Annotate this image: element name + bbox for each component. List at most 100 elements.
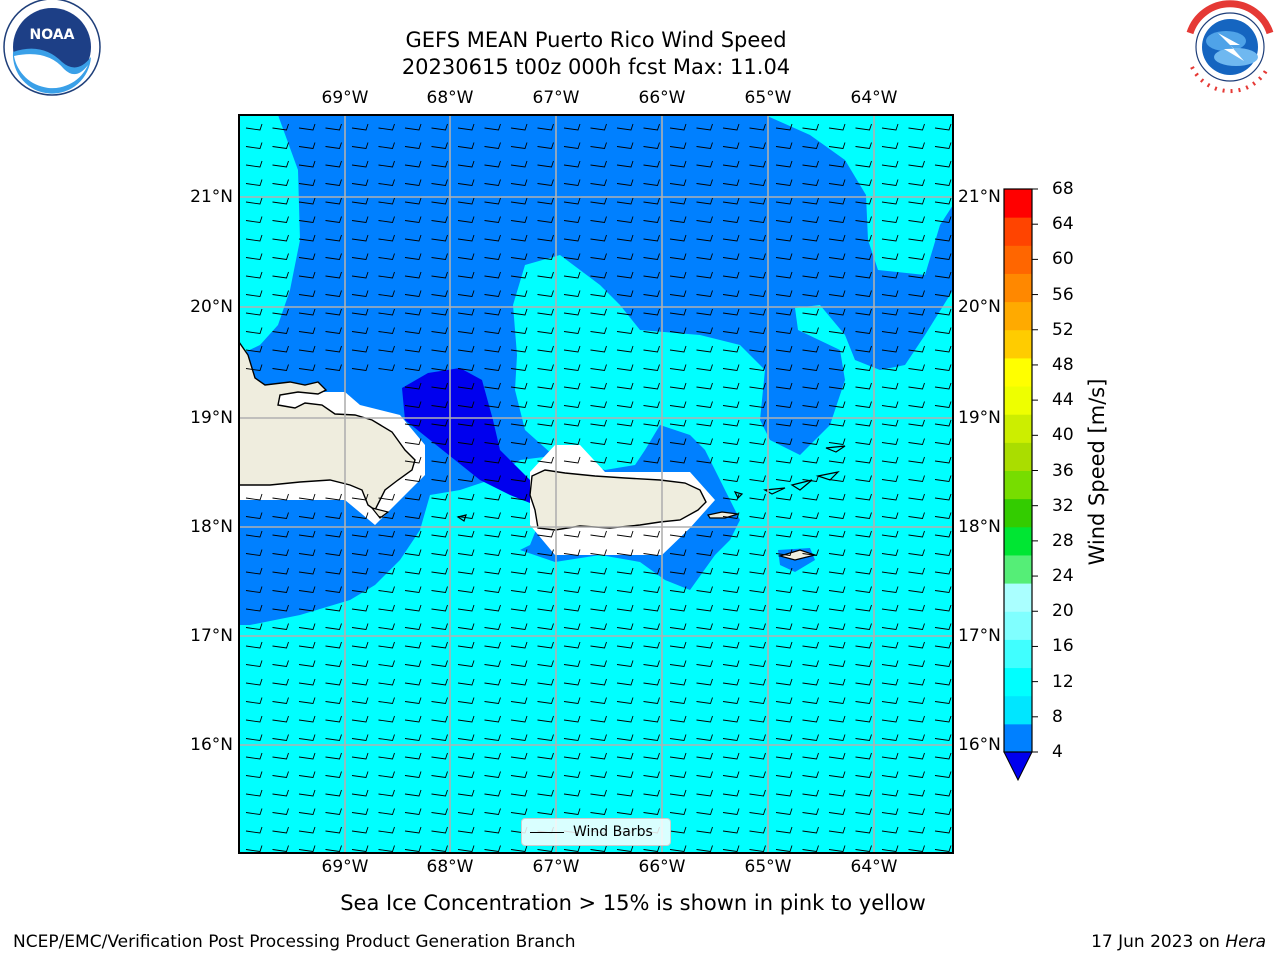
- wind-barb: [457, 549, 475, 556]
- wind-barb: [722, 327, 740, 334]
- wind-barb: [802, 401, 819, 408]
- wind-barb: [802, 771, 819, 778]
- wind-barb: [378, 345, 395, 353]
- wind-barb: [431, 345, 448, 353]
- wind-barb: [484, 549, 501, 556]
- wind-barb: [298, 678, 316, 686]
- wind-barb: [431, 438, 448, 445]
- wind-barb: [431, 715, 448, 723]
- wind-barb: [351, 345, 369, 353]
- wind-barb: [378, 771, 395, 778]
- wind-barb: [722, 438, 740, 445]
- wind-barb: [431, 845, 448, 852]
- wind-barb: [775, 419, 793, 427]
- wind-barb: [245, 660, 263, 667]
- wind-barb: [908, 438, 925, 445]
- lat-tick-left: 20°N: [190, 297, 233, 317]
- wind-barb: [643, 253, 660, 260]
- wind-barb: [749, 808, 766, 815]
- wind-barb: [908, 179, 925, 186]
- wind-barb: [245, 678, 263, 686]
- wind-barb: [298, 197, 316, 205]
- legend-line-sample: [530, 832, 564, 833]
- wind-barb: [828, 697, 846, 704]
- wind-barb: [325, 789, 342, 797]
- wind-barb: [749, 142, 766, 149]
- wind-barb: [245, 549, 263, 556]
- wind-barb: [802, 123, 819, 131]
- wind-barb: [404, 808, 422, 815]
- wind-barb: [351, 327, 369, 334]
- wind-barb: [881, 641, 899, 649]
- wind-barb: [351, 697, 369, 704]
- wind-barb: [643, 216, 660, 223]
- wind-barb: [934, 493, 952, 501]
- wind-barb: [325, 512, 342, 519]
- wind-barb: [484, 623, 501, 630]
- wind-barb: [643, 734, 660, 741]
- wind-barb: [855, 308, 872, 316]
- wind-barb: [828, 641, 846, 649]
- wind-barb: [351, 808, 369, 815]
- wind-barb: [696, 179, 713, 186]
- wind-barb: [272, 586, 289, 593]
- wind-barb: [775, 604, 793, 612]
- wind-barb: [855, 493, 872, 501]
- wind-barb: [802, 419, 819, 427]
- wind-barb: [431, 382, 448, 390]
- wind-barb: [696, 271, 713, 279]
- wind-barb: [431, 123, 448, 131]
- wind-barb: [378, 253, 395, 260]
- wind-barb: [669, 641, 687, 649]
- wind-barb: [855, 234, 872, 242]
- wind-barb: [643, 438, 660, 445]
- wind-barb: [351, 179, 369, 186]
- wind-barb: [404, 678, 422, 686]
- wind-barb: [908, 623, 925, 630]
- wind-barb: [431, 697, 448, 704]
- wind-barb: [828, 623, 846, 630]
- wind-barb: [934, 715, 952, 723]
- wind-barb: [908, 771, 925, 778]
- wind-barb: [722, 290, 740, 297]
- wind-barb: [828, 271, 846, 279]
- wind-barb: [669, 808, 687, 815]
- wind-barb: [245, 197, 263, 205]
- lat-tick-left: 19°N: [190, 408, 233, 428]
- wind-barb: [484, 567, 501, 575]
- wind-barb: [325, 345, 342, 353]
- wind-barb: [563, 567, 581, 575]
- wind-barb: [537, 456, 554, 464]
- wind-barb: [510, 845, 528, 852]
- wind-barb: [881, 734, 899, 741]
- colorbar-tick-label: 4: [1052, 742, 1063, 762]
- wind-barb: [881, 604, 899, 612]
- wind-barb: [722, 567, 740, 575]
- wind-barb: [245, 142, 263, 149]
- wind-barb: [828, 179, 846, 186]
- wind-barb: [908, 271, 925, 279]
- wind-barb: [510, 308, 528, 316]
- wind-barb: [934, 142, 952, 149]
- wind-barb: [431, 808, 448, 815]
- wind-barb: [802, 512, 819, 519]
- wind-barb: [272, 845, 289, 852]
- wind-barb: [881, 345, 899, 353]
- wind-barb: [616, 271, 634, 279]
- wind-barb: [457, 475, 475, 482]
- wind-barb: [590, 456, 607, 464]
- wind-barb: [722, 142, 740, 149]
- wind-barb: [749, 475, 766, 482]
- wind-barb: [484, 438, 501, 445]
- wind-barb: [881, 512, 899, 519]
- wind-barb: [298, 715, 316, 723]
- wind-barb: [722, 123, 740, 131]
- wind-barb: [643, 530, 660, 538]
- wind-barb: [431, 197, 448, 205]
- wind-barb: [245, 327, 263, 334]
- wind-barb: [404, 179, 422, 186]
- wind-barb: [616, 179, 634, 186]
- wind-barb: [722, 697, 740, 704]
- wind-barb: [802, 549, 819, 556]
- wind-barb: [537, 290, 554, 297]
